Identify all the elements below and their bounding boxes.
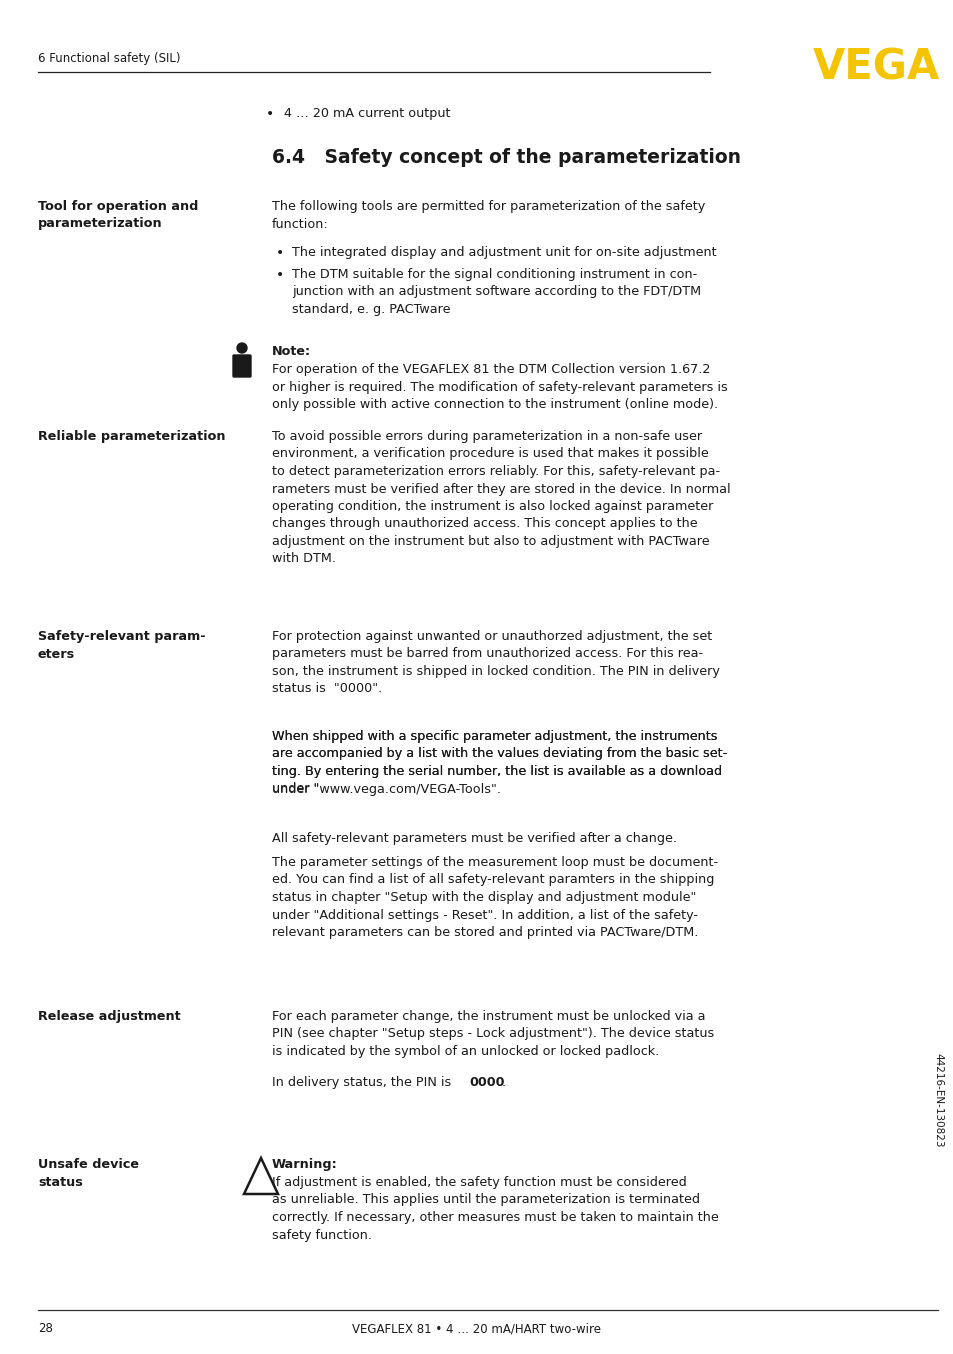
Circle shape [236,343,247,353]
Text: The DTM suitable for the signal conditioning instrument in con-
junction with an: The DTM suitable for the signal conditio… [292,268,700,315]
Text: !: ! [258,1174,264,1187]
Text: The integrated display and adjustment unit for on-site adjustment: The integrated display and adjustment un… [292,246,716,259]
Text: 0000: 0000 [469,1076,504,1089]
Text: Reliable parameterization: Reliable parameterization [38,431,225,443]
Text: VEGA: VEGA [812,46,939,88]
Text: The following tools are permitted for parameterization of the safety
function:: The following tools are permitted for pa… [272,200,704,230]
Text: 4 … 20 mA current output: 4 … 20 mA current output [284,107,450,121]
Text: All safety-relevant parameters must be verified after a change.: All safety-relevant parameters must be v… [272,831,677,845]
Text: •: • [275,268,284,282]
Text: The parameter settings of the measurement loop must be document-
ed. You can fin: The parameter settings of the measuremen… [272,856,718,940]
Text: For protection against unwanted or unauthorzed adjustment, the set
parameters mu: For protection against unwanted or unaut… [272,630,720,696]
Text: Safety-relevant param-
eters: Safety-relevant param- eters [38,630,206,661]
Text: .: . [501,1076,506,1089]
Text: Tool for operation and
parameterization: Tool for operation and parameterization [38,200,198,230]
Text: 6 Functional safety (SIL): 6 Functional safety (SIL) [38,51,180,65]
Text: Note:: Note: [272,345,311,357]
Text: VEGAFLEX 81 • 4 … 20 mA/HART two-wire: VEGAFLEX 81 • 4 … 20 mA/HART two-wire [352,1322,601,1335]
Text: •: • [275,246,284,260]
Text: For each parameter change, the instrument must be unlocked via a
PIN (see chapte: For each parameter change, the instrumen… [272,1010,714,1057]
Text: Warning:: Warning: [272,1158,337,1171]
Polygon shape [244,1158,277,1194]
Text: •: • [266,107,274,121]
FancyBboxPatch shape [233,355,251,376]
Text: When shipped with a specific parameter adjustment, the instruments
are accompani: When shipped with a specific parameter a… [272,730,726,796]
Text: 44216-EN-130823: 44216-EN-130823 [932,1053,942,1147]
Text: When shipped with a specific parameter adjustment, the instruments
are accompani: When shipped with a specific parameter a… [272,730,726,796]
Text: 28: 28 [38,1322,52,1335]
Text: Unsafe device
status: Unsafe device status [38,1158,139,1189]
Text: For operation of the VEGAFLEX 81 the DTM Collection version 1.67.2
or higher is : For operation of the VEGAFLEX 81 the DTM… [272,363,727,412]
Text: 6.4   Safety concept of the parameterization: 6.4 Safety concept of the parameterizati… [272,148,740,167]
Text: Release adjustment: Release adjustment [38,1010,180,1024]
Text: In delivery status, the PIN is: In delivery status, the PIN is [272,1076,455,1089]
Text: To avoid possible errors during parameterization in a non-safe user
environment,: To avoid possible errors during paramete… [272,431,730,566]
Text: If adjustment is enabled, the safety function must be considered
as unreliable. : If adjustment is enabled, the safety fun… [272,1177,718,1242]
